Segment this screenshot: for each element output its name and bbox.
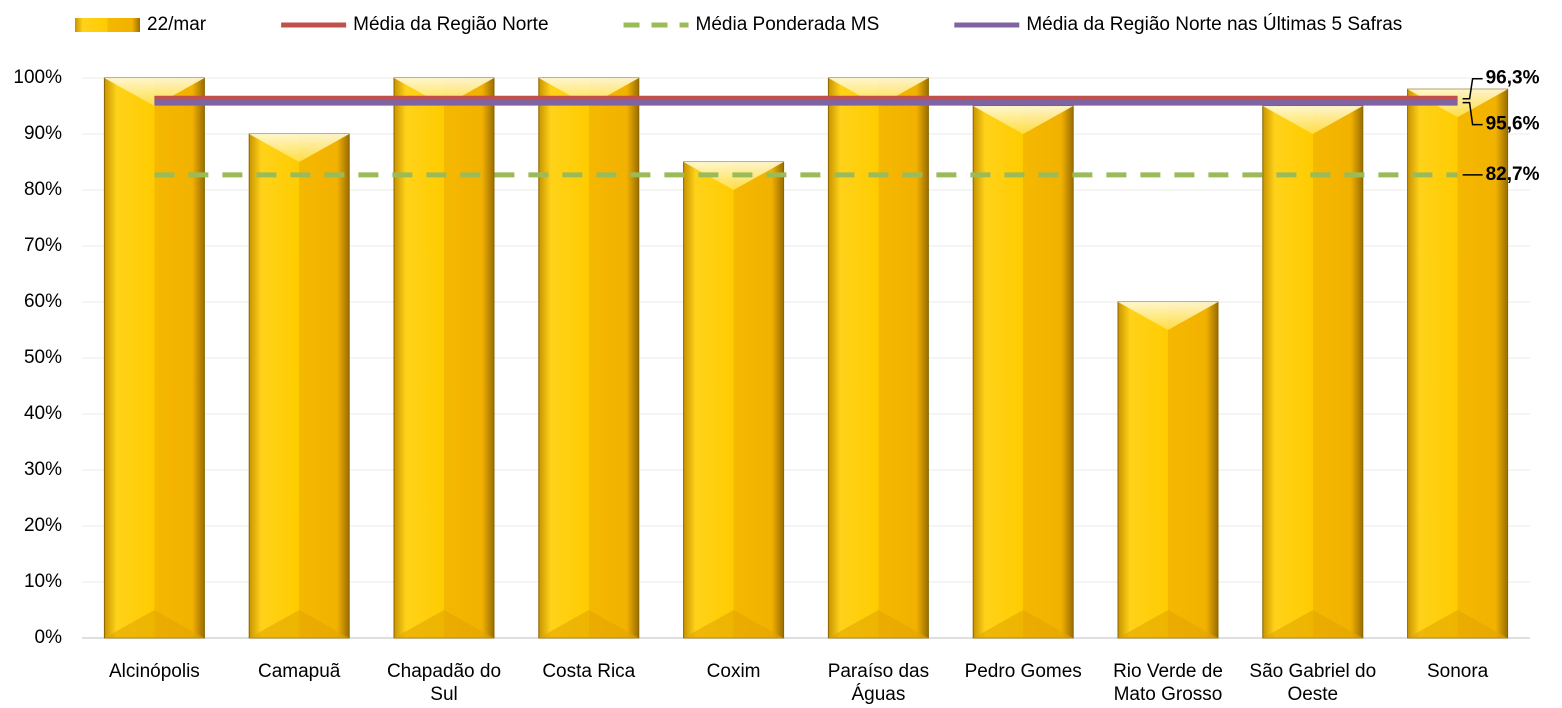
bar-bevel (828, 610, 929, 638)
y-tick-label: 100% (13, 67, 62, 88)
bar-bevel (104, 610, 205, 638)
data-label: 96,3% (1486, 68, 1540, 89)
x-tick-label: Costa Rica (542, 661, 636, 682)
x-tick-label: Pedro Gomes (964, 661, 1082, 682)
legend-label: Média da Região Norte (353, 14, 548, 35)
bar-bevel (104, 78, 205, 106)
bar-bevel (249, 610, 350, 638)
bar-bevel (538, 610, 639, 638)
label-leader (1462, 101, 1483, 126)
y-tick-label: 0% (35, 627, 63, 648)
bar-bevel (683, 610, 784, 638)
x-tick-label: São Gabriel do Oeste (1249, 661, 1377, 705)
bar-bevel (1262, 610, 1363, 638)
bar-bevel (1407, 610, 1508, 638)
legend-swatch (75, 18, 140, 32)
y-tick-label: 10% (24, 571, 62, 592)
legend-label: Média da Região Norte nas Últimas 5 Safr… (1026, 13, 1402, 35)
bar (538, 77, 640, 639)
bar (248, 133, 350, 639)
bar-bevel (394, 610, 494, 638)
data-label: 95,6% (1486, 114, 1540, 135)
bar-bevel (973, 106, 1074, 134)
y-tick-label: 20% (24, 515, 62, 536)
y-tick-label: 50% (24, 347, 62, 368)
legend-label: Média Ponderada MS (696, 14, 880, 35)
bar-bevel (1118, 610, 1218, 638)
bar-bevel (394, 78, 494, 106)
bar-bevel (1262, 106, 1363, 134)
y-tick-label: 40% (24, 403, 62, 424)
y-tick-label: 70% (24, 235, 62, 256)
x-tick-label: Sonora (1426, 661, 1489, 682)
y-tick-label: 80% (24, 179, 62, 200)
bar (972, 105, 1074, 639)
bar (1117, 301, 1219, 639)
y-tick-label: 60% (24, 291, 62, 312)
bar (1407, 88, 1509, 639)
bar (1262, 105, 1364, 639)
bar (393, 77, 495, 639)
bar (827, 77, 929, 639)
bar-bevel (828, 78, 929, 106)
x-tick-label: Rio Verde de Mato Grosso (1113, 661, 1223, 705)
x-tick-label: Camapuã (257, 661, 341, 682)
bar-bevel (973, 610, 1074, 638)
x-tick-label: Paraíso das Águas (827, 661, 930, 705)
x-tick-label: Coxim (706, 661, 761, 682)
bar (683, 161, 785, 639)
y-tick-label: 90% (24, 123, 62, 144)
x-tick-label: Chapadão do Sul (386, 661, 502, 705)
legend-label: 22/mar (147, 14, 207, 35)
bar-bevel (538, 78, 639, 106)
bar-bevel (1118, 302, 1218, 330)
x-tick-label: Alcinópolis (108, 661, 200, 682)
bar-bevel (249, 134, 350, 162)
data-label: 82,7% (1486, 164, 1540, 185)
bar (103, 77, 205, 639)
y-tick-label: 30% (24, 459, 62, 480)
label-leader (1462, 77, 1483, 100)
